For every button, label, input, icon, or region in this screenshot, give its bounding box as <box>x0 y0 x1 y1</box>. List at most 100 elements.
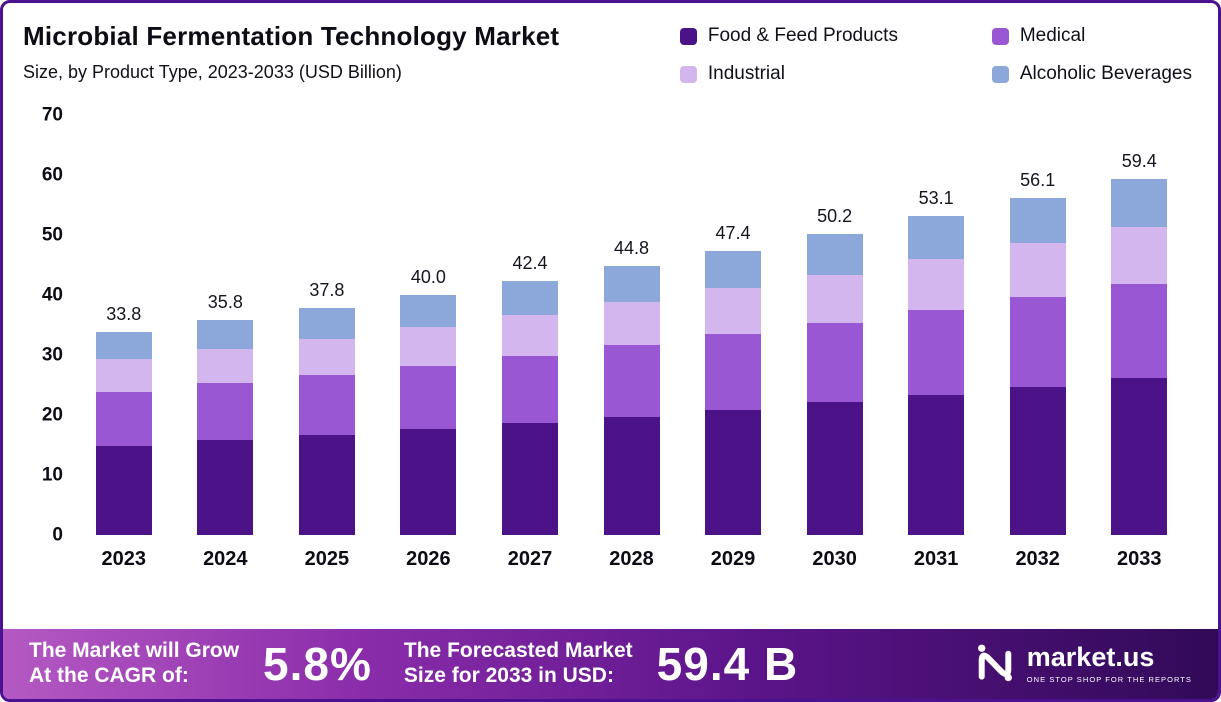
bar-segment-medical <box>806 322 863 403</box>
bar-stack <box>400 295 457 535</box>
legend-item-medical: Medical <box>991 25 1192 47</box>
bar-column-2030: 50.2 <box>784 206 886 535</box>
bar-segment-alcoholic-beverages <box>400 295 457 328</box>
bar-segment-medical <box>1009 297 1066 387</box>
legend-label: Industrial <box>707 63 785 84</box>
page-subtitle: Size, by Product Type, 2023-2033 (USD Bi… <box>23 62 402 82</box>
bar-segment-alcoholic-beverages <box>95 332 152 360</box>
bar-segment-food-feed-products <box>806 402 863 535</box>
bar-total-label: 42.4 <box>512 252 548 273</box>
bar-total-label: 59.4 <box>1121 150 1157 171</box>
bar-segment-medical <box>705 334 762 410</box>
bar-segment-medical <box>197 383 254 441</box>
legend: Food & Feed Products Medical Industrial … <box>679 21 1192 85</box>
chart-area: 0 10 20 30 40 50 60 70 33.8 35.8 37.8 40.0 42.4 44.8… <box>3 85 1218 629</box>
bar-segment-food-feed-products <box>705 409 762 535</box>
legend-item-industrial: Industrial <box>679 63 972 85</box>
marketus-logo-tagline: ONE STOP SHOP FOR THE REPORTS <box>1026 675 1192 684</box>
bar-segment-medical <box>95 391 152 446</box>
plot-wrap: 33.8 35.8 37.8 40.0 42.4 44.8 47.4 50.2 53.1 56.1… <box>73 115 1190 629</box>
bar-column-2029: 47.4 <box>682 223 784 535</box>
bar-total-label: 56.1 <box>1020 170 1056 191</box>
bar-segment-alcoholic-beverages <box>1111 178 1168 228</box>
bar-segment-medical <box>908 310 965 395</box>
bar-segment-food-feed-products <box>197 440 254 535</box>
bar-column-2028: 44.8 <box>581 238 683 535</box>
bar-segment-alcoholic-beverages <box>908 216 965 260</box>
bar-stack <box>705 250 762 535</box>
bar-column-2032: 56.1 <box>987 170 1089 535</box>
bar-segment-medical <box>501 355 558 423</box>
y-axis: 0 10 20 30 40 50 60 70 <box>19 106 73 545</box>
bar-total-label: 44.8 <box>613 238 650 259</box>
x-axis-label: 2027 <box>507 548 553 570</box>
x-axis-label: 2032 <box>1015 548 1060 570</box>
bar-segment-medical <box>603 345 660 417</box>
bar-segment-food-feed-products <box>1111 378 1168 535</box>
x-axis-label: 2029 <box>710 548 756 570</box>
bar-segment-food-feed-products <box>603 416 660 535</box>
bar-stack <box>1009 198 1066 535</box>
y-axis-tick: 10 <box>41 464 63 486</box>
bar-segment-food-feed-products <box>298 435 355 535</box>
bar-segment-industrial <box>603 302 660 346</box>
legend-label: Medical <box>1019 25 1086 46</box>
bar-segment-industrial <box>95 359 152 392</box>
bar-column-2031: 53.1 <box>885 188 987 535</box>
bar-stack <box>806 233 863 535</box>
bar-segment-industrial <box>1111 227 1168 285</box>
y-axis-tick: 0 <box>52 524 63 546</box>
legend-item-food-feed-products: Food & Feed Products <box>679 25 972 47</box>
y-axis-tick: 20 <box>41 404 63 426</box>
x-axis-label: 2023 <box>101 548 147 570</box>
bar-column-2025: 37.8 <box>276 280 378 535</box>
bar-segment-alcoholic-beverages <box>603 266 660 303</box>
cagr-value: 5.8% <box>263 638 372 690</box>
forecast-value: 59.4 B <box>656 638 799 690</box>
legend-label: Food & Feed Products <box>707 25 898 46</box>
header: Microbial Fermentation Technology Market… <box>3 3 1218 85</box>
bar-segment-alcoholic-beverages <box>501 280 558 315</box>
x-axis-label: 2031 <box>913 548 959 570</box>
bar-stack <box>501 280 558 535</box>
bar-column-2023: 33.8 <box>73 304 175 535</box>
marketus-logo[interactable]: market.us ONE STOP SHOP FOR THE REPORTS <box>973 640 1192 689</box>
y-axis-tick: 50 <box>41 224 63 246</box>
bar-total-label: 33.8 <box>106 304 142 325</box>
bar-segment-food-feed-products <box>501 422 558 535</box>
bar-segment-industrial <box>197 349 254 384</box>
bar-stack <box>197 320 254 535</box>
bar-segment-industrial <box>705 288 762 335</box>
bar-segment-alcoholic-beverages <box>1009 198 1066 244</box>
bar-segment-industrial <box>806 274 863 323</box>
bar-stack <box>908 216 965 535</box>
bar-total-label: 53.1 <box>918 188 954 209</box>
cagr-label-line1: The Market will Grow <box>29 639 240 663</box>
legend-item-alcoholic-beverages: Alcoholic Beverages <box>991 63 1192 85</box>
x-axis: 2023 2024 2025 2026 2027 2028 2029 2030 2031 2032… <box>73 548 1190 571</box>
bottom-banner: The Market will Grow At the CAGR of: 5.8… <box>3 629 1218 699</box>
bar-segment-medical <box>298 375 355 436</box>
bar-segment-alcoholic-beverages <box>197 320 254 350</box>
title-block: Microbial Fermentation Technology Market… <box>23 21 559 83</box>
bar-total-label: 37.8 <box>309 280 345 301</box>
x-axis-label: 2025 <box>304 548 350 570</box>
x-axis-label: 2026 <box>406 548 451 570</box>
bar-total-label: 40.0 <box>410 267 446 288</box>
bar-segment-medical <box>400 365 457 430</box>
forecast-label-line1: The Forecasted Market <box>403 639 633 663</box>
y-axis-tick: 60 <box>41 164 63 186</box>
bar-segment-food-feed-products <box>908 394 965 535</box>
x-axis-label: 2033 <box>1116 548 1162 570</box>
bar-column-2027: 42.4 <box>479 253 581 535</box>
bar-stack <box>1111 178 1168 535</box>
bar-segment-industrial <box>501 314 558 356</box>
legend-swatch-alcoholic-beverages <box>991 65 1009 83</box>
bar-segment-industrial <box>908 259 965 311</box>
bar-segment-industrial <box>298 339 355 376</box>
bar-segment-industrial <box>1009 243 1066 298</box>
x-axis-label: 2030 <box>812 548 857 570</box>
x-axis-label: 2028 <box>609 548 654 570</box>
y-axis-tick: 30 <box>41 344 63 366</box>
legend-swatch-medical <box>991 27 1009 45</box>
